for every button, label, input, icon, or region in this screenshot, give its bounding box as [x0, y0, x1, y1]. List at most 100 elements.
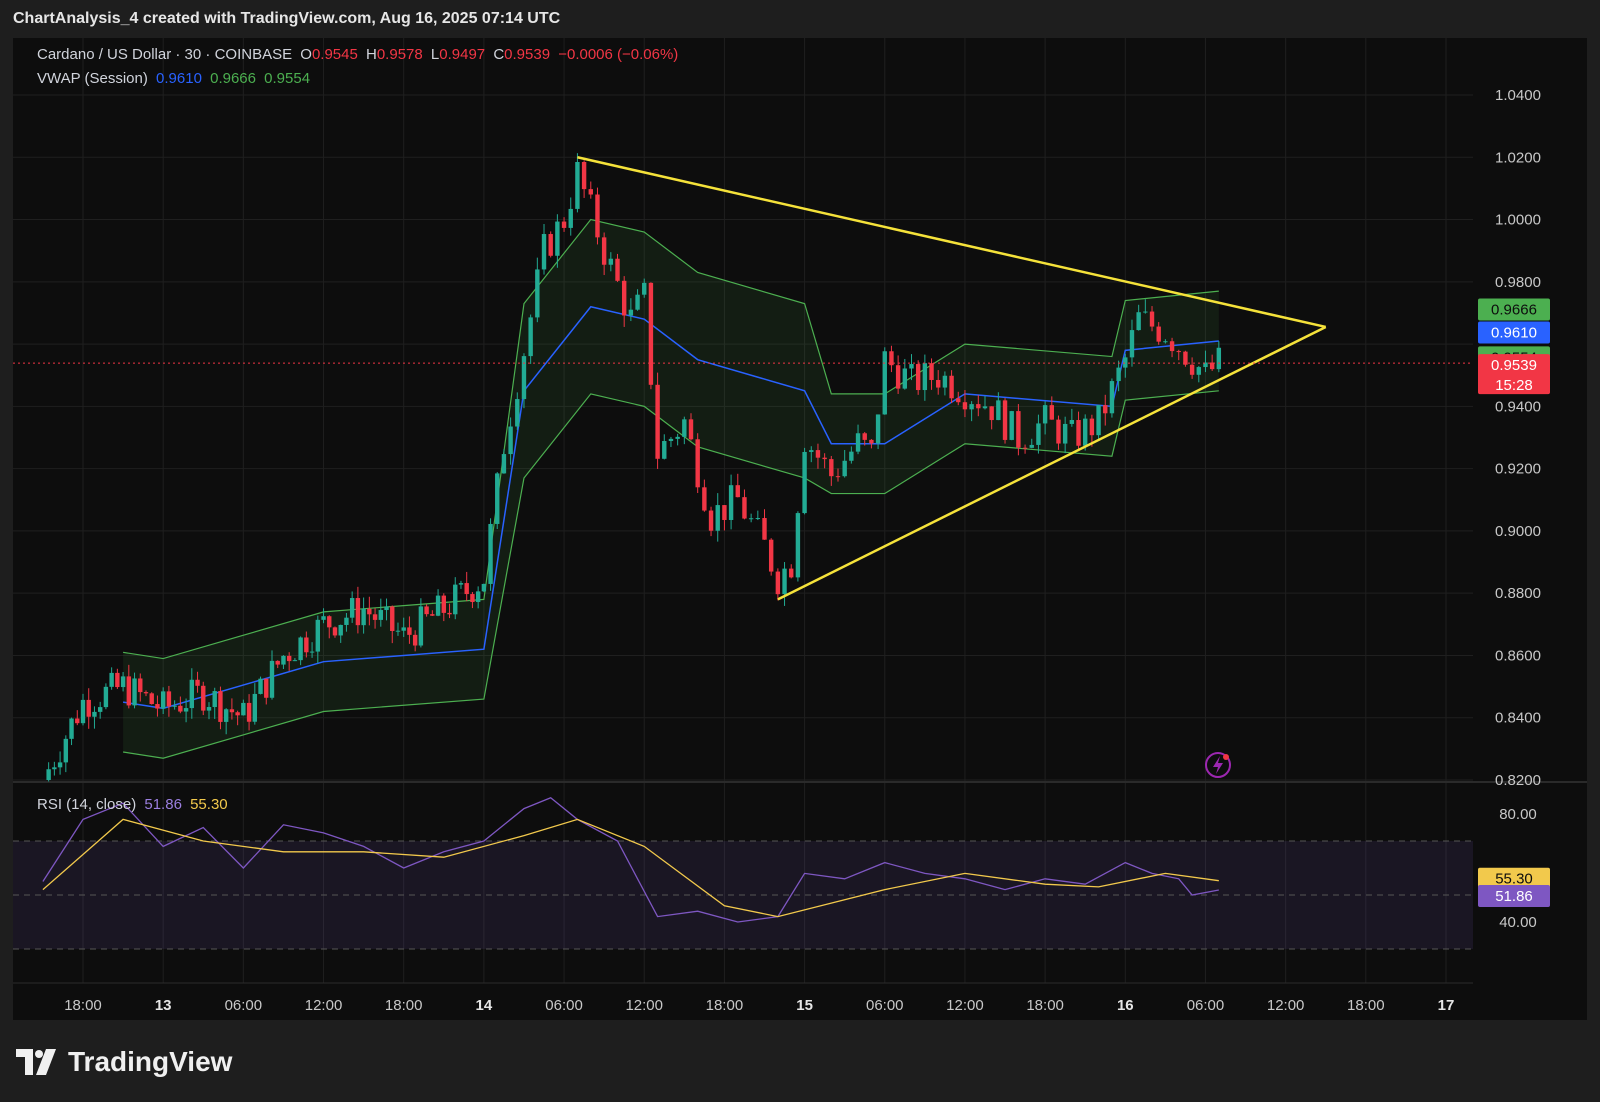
candle — [508, 417, 513, 465]
candle — [453, 577, 458, 620]
candle-body — [521, 356, 527, 400]
tradingview-logo[interactable]: TradingView — [16, 1046, 232, 1078]
candle-body — [235, 712, 240, 716]
candle-body — [264, 678, 269, 698]
candle — [915, 360, 921, 395]
candle — [962, 390, 968, 418]
candle-body — [815, 450, 821, 458]
candle — [298, 636, 303, 666]
candle — [628, 298, 634, 322]
candle-body — [849, 451, 854, 461]
candle — [235, 710, 240, 726]
candle-body — [508, 426, 513, 455]
candle-body — [109, 672, 114, 687]
candle — [46, 762, 51, 782]
candle-body — [327, 616, 332, 628]
candle-body — [1163, 341, 1168, 343]
vwap-legend: VWAP (Session) 0.9610 0.9666 0.9554 — [37, 70, 314, 87]
candle-body — [80, 699, 86, 724]
rsi-ma-badge-text: 55.30 — [1495, 871, 1533, 888]
time-tick-label: 06:00 — [545, 997, 583, 1014]
candle — [982, 395, 988, 410]
candle — [75, 710, 80, 726]
candle-body — [1116, 367, 1121, 382]
candle — [835, 468, 841, 482]
candle — [561, 217, 567, 232]
chart-frame[interactable]: 0.8200 0.8400 0.8600 0.8800 0.9000 0.9200 0.94… — [13, 38, 1587, 1020]
candle — [206, 702, 212, 720]
price-chart[interactable]: 0.8200 0.8400 0.8600 0.8800 0.9000 0.9200 0.94… — [13, 38, 1587, 1020]
candle — [1176, 349, 1181, 361]
candle-body — [321, 616, 326, 620]
rsi-line — [42, 797, 1219, 923]
candle-body — [628, 309, 634, 316]
candle — [695, 433, 700, 494]
candle-body — [728, 485, 734, 520]
candle — [281, 655, 286, 670]
candle — [92, 706, 97, 729]
symbol-legend: Cardano / US Dollar · 30 · COINBASE O0.9… — [37, 46, 682, 63]
candle-body — [372, 614, 378, 620]
candle-body — [229, 709, 235, 713]
candle-body — [635, 294, 640, 310]
candle — [309, 642, 315, 658]
candle — [315, 615, 321, 664]
rsi-tick-label: 80.00 — [1499, 806, 1537, 823]
tradingview-logo-icon — [16, 1049, 56, 1075]
candle-body — [309, 651, 315, 653]
candle-body — [581, 161, 587, 190]
candle-body — [875, 414, 881, 444]
candle — [795, 511, 801, 582]
candle-body — [956, 398, 961, 403]
candle — [521, 353, 527, 409]
candle — [1089, 414, 1095, 447]
candle-body — [735, 485, 740, 498]
candle — [126, 664, 132, 709]
candle — [63, 735, 69, 773]
candle-body — [996, 400, 1001, 421]
candle-body — [1009, 411, 1014, 440]
candle-body — [367, 608, 372, 615]
candle — [103, 683, 109, 710]
candle — [1136, 304, 1141, 331]
candle — [424, 604, 429, 617]
candle — [183, 698, 189, 723]
candle-body — [1129, 330, 1135, 358]
vwap-label: VWAP (Session) — [37, 70, 148, 87]
candle — [435, 589, 441, 617]
candle-body — [172, 705, 177, 707]
candle — [258, 676, 263, 695]
rsi-badge-text: 51.86 — [1495, 888, 1533, 905]
candle-body — [378, 610, 383, 620]
candle-body — [835, 476, 841, 478]
candle — [223, 708, 229, 735]
rsi-ma-badge-bg — [1478, 867, 1550, 890]
time-tick-label: 18:00 — [1026, 997, 1064, 1014]
candle-body — [742, 497, 747, 519]
high-label: H — [366, 46, 377, 63]
candle-body — [430, 614, 435, 616]
candle-body — [708, 510, 714, 531]
candle — [515, 392, 520, 430]
lightning-icon[interactable] — [1205, 752, 1231, 778]
candle — [1109, 378, 1115, 418]
time-tick-label: 18:00 — [64, 997, 102, 1014]
candle — [1083, 414, 1088, 451]
price-tick-label: 0.9000 — [1495, 523, 1541, 540]
candle-body — [395, 630, 401, 632]
time-tick-label: 12:00 — [625, 997, 663, 1014]
candle — [464, 571, 469, 602]
candle-body — [642, 282, 647, 295]
candle — [782, 562, 787, 606]
candle — [361, 597, 366, 634]
rsi-badge: 51.86 — [1478, 884, 1550, 907]
candle-body — [909, 364, 914, 369]
candle-body — [922, 363, 928, 391]
candle-body — [138, 678, 143, 693]
time-tick-label: 06:00 — [225, 997, 263, 1014]
candle — [1196, 366, 1201, 383]
candle-body — [103, 686, 109, 708]
candle — [57, 751, 63, 775]
candle-body — [962, 402, 968, 410]
candle — [69, 717, 74, 746]
